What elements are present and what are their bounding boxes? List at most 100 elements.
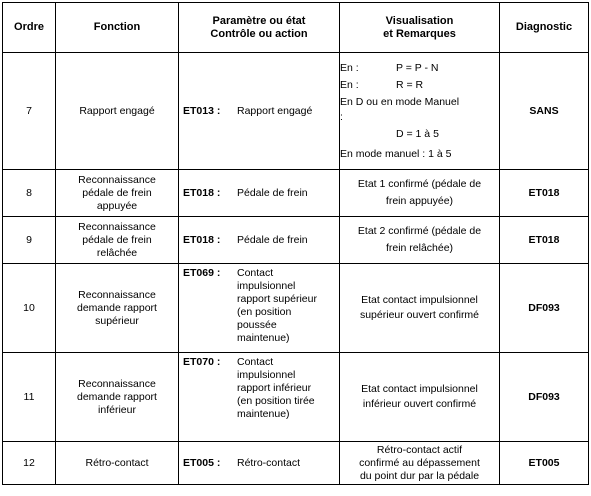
param-code: ET070 : (183, 356, 221, 368)
cell-visualisation: Etat contact impulsionnel supérieur ouve… (339, 263, 500, 353)
vis-line: du point dur par la pédale (359, 469, 480, 482)
param-code: ET018 : (183, 233, 221, 246)
fonction-line: Rapport engagé (79, 104, 155, 117)
cell-fonction: Reconnaissance pédale de frein appuyée (55, 169, 179, 217)
header-visualisation-line2: et Remarques (383, 27, 456, 40)
fonction-line: Rétro-contact (85, 456, 149, 469)
cell-fonction: Rapport engagé (55, 52, 179, 170)
cell-visualisation: En : P = P - N En : R = R En D ou en mod… (339, 52, 500, 170)
cell-fonction: Rétro-contact (55, 441, 179, 485)
cell-ordre: 9 (2, 216, 56, 264)
cell-diagnostic: ET018 (499, 216, 589, 264)
header-visualisation: Visualisation et Remarques (339, 2, 500, 53)
vis-line: frein relâchée) (385, 242, 454, 254)
cell-ordre: 8 (2, 169, 56, 217)
table-row: 10 Reconnaissance demande rapport supéri… (2, 263, 589, 353)
vis-line: Etat 1 confirmé (pédale de (357, 178, 482, 190)
fonction-line: appuyée (96, 199, 138, 212)
vis-value: R = R (396, 78, 424, 91)
table-row: 12 Rétro-contact ET005 : Rétro-contact R… (2, 441, 589, 485)
vis-line: En D ou en mode Manuel (340, 95, 460, 108)
fonction-line: demande rapport (77, 301, 157, 314)
param-line: Contact (237, 356, 274, 368)
cell-parametre: ET018 : Pédale de frein (178, 169, 340, 217)
vis-line: frein appuyée) (385, 195, 454, 207)
fonction-line: Reconnaissance (78, 288, 156, 301)
param-code: ET069 : (183, 267, 221, 279)
cell-diagnostic: ET018 (499, 169, 589, 217)
cell-parametre: ET018 : Pédale de frein (178, 216, 340, 264)
table-header-row: Ordre Fonction Paramètre ou état Contrôl… (2, 2, 589, 53)
vis-line: Etat contact impulsionnel (361, 383, 478, 395)
cell-diagnostic: DF093 (499, 263, 589, 353)
cell-ordre: 11 (2, 352, 56, 442)
fonction-line: pédale de frein (82, 233, 152, 246)
fonction-line: Reconnaissance (78, 220, 156, 233)
param-label: Rapport engagé (237, 104, 313, 117)
param-code: ET018 : (183, 186, 221, 199)
fonction-line: Reconnaissance (78, 173, 156, 186)
header-parametre-line1: Paramètre ou état (212, 14, 306, 27)
fonction-line: supérieur (95, 314, 139, 327)
table-row: 9 Reconnaissance pédale de frein relâché… (2, 216, 589, 264)
fonction-line: inférieur (98, 403, 136, 416)
diagnostic-table: Ordre Fonction Paramètre ou état Contrôl… (2, 2, 589, 485)
param-line: poussée (237, 319, 277, 331)
cell-diagnostic: DF093 (499, 352, 589, 442)
cell-fonction: Reconnaissance demande rapport supérieur (55, 263, 179, 353)
cell-diagnostic: ET005 (499, 441, 589, 485)
param-line: rapport supérieur (237, 293, 317, 305)
param-label: Contact impulsionnel rapport supérieur (… (237, 267, 337, 345)
param-line: rapport inférieur (237, 382, 312, 394)
cell-visualisation: Rétro-contact actif confirmé au dépassem… (339, 441, 500, 485)
param-label: Pédale de frein (237, 233, 308, 246)
table-row: 7 Rapport engagé ET013 : Rapport engagé … (2, 52, 589, 170)
vis-value: P = P - N (396, 61, 439, 74)
param-label: Pédale de frein (237, 186, 308, 199)
vis-line: supérieur ouvert confirmé (359, 309, 480, 321)
param-code: ET005 : (183, 456, 221, 469)
param-label: Contact impulsionnel rapport inférieur (… (237, 356, 337, 421)
header-ordre: Ordre (2, 2, 56, 53)
param-line: maintenue) (237, 408, 290, 420)
header-parametre: Paramètre ou état Contrôle ou action (178, 2, 340, 53)
vis-key: En : (340, 78, 359, 91)
param-label: Rétro-contact (237, 456, 301, 469)
vis-line: inférieur ouvert confirmé (362, 398, 477, 410)
cell-fonction: Reconnaissance demande rapport inférieur (55, 352, 179, 442)
cell-visualisation: Etat 2 confirmé (pédale de frein relâché… (339, 216, 500, 264)
vis-line: Rétro-contact actif (376, 443, 463, 456)
cell-parametre: ET069 : Contact impulsionnel rapport sup… (178, 263, 340, 353)
vis-line: : (340, 110, 343, 123)
header-fonction: Fonction (55, 2, 179, 53)
param-line: impulsionnel (237, 369, 296, 381)
fonction-line: relâchée (96, 246, 138, 259)
vis-line: En mode manuel : 1 à 5 (340, 147, 452, 160)
vis-line: Etat 2 confirmé (pédale de (357, 225, 482, 237)
cell-diagnostic: SANS (499, 52, 589, 170)
cell-ordre: 10 (2, 263, 56, 353)
cell-ordre: 7 (2, 52, 56, 170)
header-parametre-line2: Contrôle ou action (210, 27, 308, 40)
param-line: (en position (237, 306, 292, 318)
param-line: impulsionnel (237, 280, 296, 292)
param-code: ET013 : (183, 104, 221, 117)
param-line: (en position tirée (237, 395, 315, 407)
cell-fonction: Reconnaissance pédale de frein relâchée (55, 216, 179, 264)
cell-visualisation: Etat contact impulsionnel inférieur ouve… (339, 352, 500, 442)
table-row: 11 Reconnaissance demande rapport inféri… (2, 352, 589, 442)
fonction-line: Reconnaissance (78, 377, 156, 390)
header-visualisation-line1: Visualisation (385, 14, 454, 27)
fonction-line: pédale de frein (82, 186, 152, 199)
vis-line: D = 1 à 5 (396, 128, 439, 140)
vis-line: Etat contact impulsionnel (361, 294, 478, 306)
header-diagnostic: Diagnostic (499, 2, 589, 53)
cell-visualisation: Etat 1 confirmé (pédale de frein appuyée… (339, 169, 500, 217)
fonction-line: demande rapport (77, 390, 157, 403)
cell-parametre: ET070 : Contact impulsionnel rapport inf… (178, 352, 340, 442)
param-line: Contact (237, 267, 274, 279)
cell-ordre: 12 (2, 441, 56, 485)
cell-parametre: ET013 : Rapport engagé (178, 52, 340, 170)
vis-line: confirmé au dépassement (359, 456, 480, 469)
